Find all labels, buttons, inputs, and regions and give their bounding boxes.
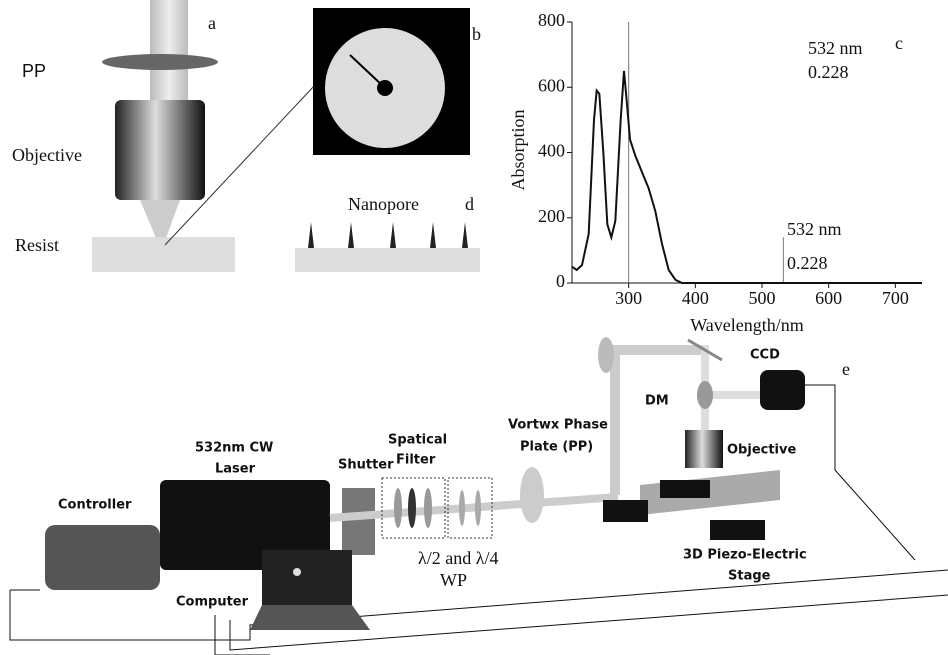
label: Shutter [338, 458, 394, 473]
label: Controller [58, 498, 132, 513]
label: Plate (PP) [520, 440, 593, 455]
label: Vortwx Phase [508, 418, 608, 433]
label: PP [22, 61, 46, 81]
y-tick-label: 800 [538, 10, 565, 30]
panel-letter: e [842, 359, 850, 379]
sample-holder [660, 480, 710, 498]
x-tick-label: 600 [815, 288, 842, 308]
panel-letter: d [465, 194, 474, 214]
label: 3D Piezo-Electric [683, 548, 807, 563]
laptop-base [250, 605, 370, 630]
waveplate [459, 490, 465, 526]
phase-plate [102, 54, 218, 70]
ccd [760, 370, 805, 410]
vortex-plate [520, 467, 544, 523]
objective [685, 430, 723, 468]
annotation: 0.228 [808, 62, 849, 82]
label: CCD [750, 348, 780, 363]
x-tick-label: 500 [749, 288, 776, 308]
spectrum-line [572, 71, 922, 283]
panel-b: b [313, 8, 481, 155]
y-tick-label: 0 [556, 271, 565, 291]
label: Objective [727, 443, 796, 458]
annotation: 532 nm [787, 219, 842, 239]
x-axis-label: Wavelength/nm [690, 315, 804, 335]
label: 532nm CW [195, 441, 273, 456]
panel-d: Nanopore d [295, 194, 480, 272]
substrate [295, 248, 480, 272]
label: Filter [396, 453, 436, 468]
laptop-screen [262, 550, 352, 605]
stage-base [710, 520, 765, 540]
label: Nanopore [348, 194, 419, 214]
lens [424, 488, 432, 528]
panel-a: PP Objective Resist a [12, 0, 315, 272]
shutter [342, 488, 375, 555]
label: Stage [728, 569, 771, 584]
label: DM [645, 394, 669, 409]
objective-body [115, 100, 205, 200]
panel-letter: c [895, 33, 903, 53]
controller [45, 525, 160, 590]
label: Objective [12, 145, 82, 165]
figure: PP Objective Resist a b Nanopore d c 532… [0, 0, 948, 655]
pinhole [408, 488, 416, 528]
x-tick-label: 300 [615, 288, 642, 308]
annotation: 532 nm [808, 38, 863, 58]
panel-letter: b [472, 24, 481, 44]
panel-c: c 532 nm 0.228 532 nm 0.228 Wavelength/n… [508, 10, 922, 335]
label: Computer [176, 595, 249, 610]
label: Laser [215, 462, 256, 477]
lens [394, 488, 402, 528]
resist-layer [92, 237, 235, 272]
cone [140, 200, 180, 238]
y-tick-label: 400 [538, 141, 565, 161]
mirror [598, 337, 614, 373]
stage-base [603, 500, 648, 522]
label: Spatical [388, 433, 447, 448]
waveplate [475, 490, 481, 526]
y-tick-label: 200 [538, 206, 565, 226]
label: Resist [15, 235, 59, 255]
panel-e: e Controller 532nm CW Laser Shutter Spat… [10, 337, 948, 655]
x-tick-label: 700 [882, 288, 909, 308]
panel-letter: a [208, 13, 216, 33]
y-tick-label: 600 [538, 75, 565, 95]
nanopores [308, 222, 468, 248]
x-tick-label: 400 [682, 288, 709, 308]
y-axis-label: Absorption [508, 110, 528, 191]
screen-spot [293, 568, 301, 576]
annotation: 0.228 [787, 253, 828, 273]
dichroic-mirror [697, 381, 713, 409]
label: WP [440, 570, 467, 590]
label: λ/2 and λ/4 [418, 548, 498, 568]
